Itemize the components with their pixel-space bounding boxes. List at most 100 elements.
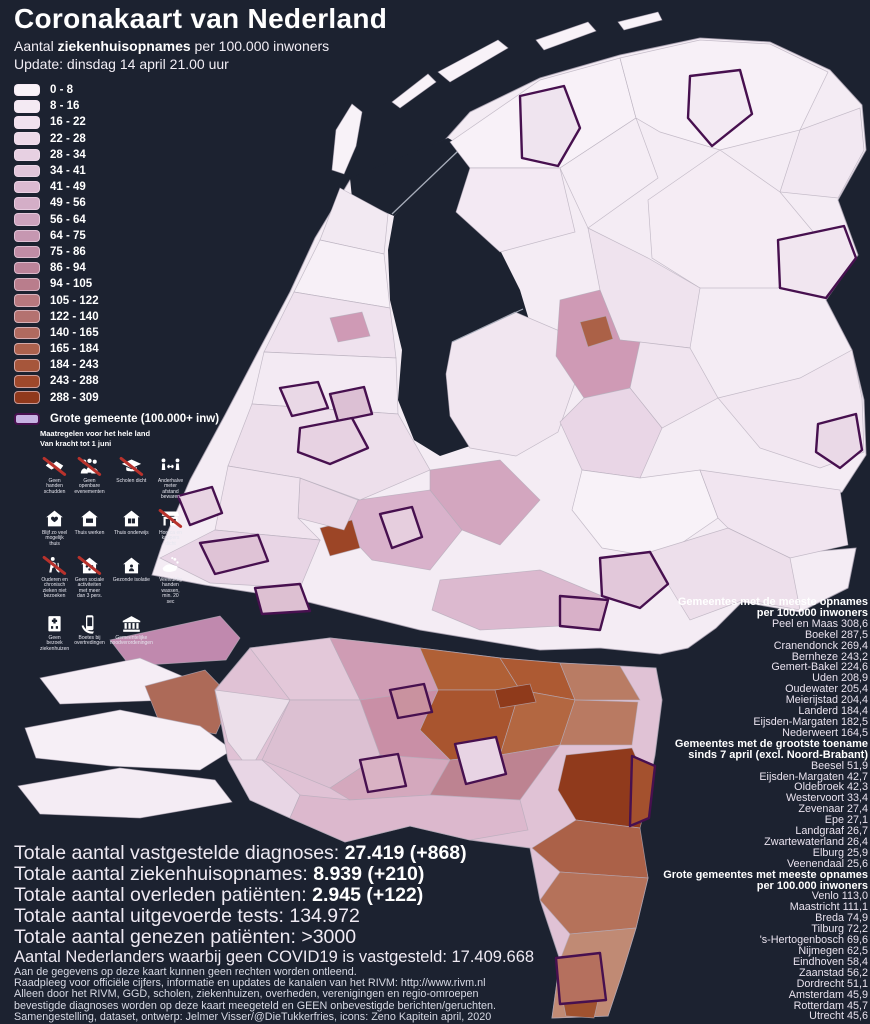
measure-label: Thuis onderwijs (113, 529, 149, 536)
ranking-entry: Beesel 51,9 (810, 759, 868, 772)
measure-item: Gezonde isolatie (110, 555, 153, 606)
ranking-entry: Bernheze 243,2 (791, 650, 868, 663)
legend-swatch (14, 132, 40, 145)
measure-item: Thuis werken (74, 508, 105, 548)
house-heart-icon (43, 508, 66, 529)
legend-row: 34 - 41 (14, 163, 219, 179)
bank-icon (120, 613, 143, 634)
legend-range-label: 41 - 49 (50, 181, 86, 194)
legend-row: 0 - 8 (14, 82, 219, 98)
ranking-entry: Landerd 184,4 (798, 705, 868, 718)
rankings: Gemeentes met de meeste opnames per 100.… (588, 597, 868, 1022)
legend-swatch (14, 197, 40, 210)
ranking-entry: Zwartewaterland 26,4 (764, 835, 868, 848)
afsluitdijk (391, 150, 459, 215)
ranking-entry: 's-Hertogenbosch 69,6 (759, 934, 868, 947)
measure-label: Horeca en kappers dicht (158, 529, 183, 548)
legend-range-label: 243 - 288 (50, 375, 99, 388)
legend-bins: 0 - 8 8 - 16 16 - 22 22 - 28 28 - 34 34 - 41 4… (14, 82, 219, 406)
stat-value: 2.945 (+122) (312, 884, 424, 906)
legend-row: 184 - 243 (14, 357, 219, 373)
ranking-group: Gemeentes met de grootste toename sinds … (588, 738, 868, 870)
stat-value: 8.939 (+210) (313, 863, 425, 885)
stat-value: 134.972 (289, 905, 360, 927)
legend-row: 22 - 28 (14, 131, 219, 147)
house-laptop-icon (78, 508, 101, 529)
ranking-title: Grote gemeentes met meeste opnames per 1… (663, 868, 868, 892)
ranking-entry: Zaanstad 56,2 (798, 966, 868, 979)
measure-label: Veelvuldig handen wassen, min. 20 sec (159, 576, 182, 606)
measure-label: Gezonde isolatie (112, 576, 150, 583)
measure-item: Blijf zo veel mogelijk thuis (40, 508, 69, 548)
legend-swatch (14, 148, 40, 162)
measure-label: Ouderen en chronisch zieken niet bezoeke… (41, 576, 68, 600)
stat-label: Aantal Nederlanders waarbij geen COVID19… (14, 948, 452, 966)
phone-icon (78, 613, 101, 634)
mainland-north (151, 37, 867, 655)
houtribdijk (451, 308, 524, 343)
measure-label: Blijf zo veel mogelijk thuis (41, 529, 68, 548)
grad-cap-icon (119, 455, 144, 477)
ranking-entry: Eijsden-Margaten 42,7 (759, 770, 868, 783)
legend-swatch (14, 310, 40, 323)
legend-swatch (14, 261, 40, 275)
measure-item: Scholen dicht (110, 455, 153, 501)
stat-line: Totale aantal genezen patiënten: >3000 (14, 927, 534, 948)
stat-label: Totale aantal vastgestelde diagnoses: (14, 842, 345, 864)
stat-value: 27.419 (+868) (344, 842, 467, 864)
measure-item: Veelvuldig handen wassen, min. 20 sec (158, 555, 183, 606)
subtitle: Aantal ziekenhuisopnames per 100.000 inw… (14, 37, 330, 54)
ranking-group: Grote gemeentes met meeste opnames per 1… (588, 868, 868, 1023)
ranking-entry: Dordrecht 51,1 (796, 977, 868, 990)
house-book-icon (120, 508, 143, 529)
legend-range-label: 56 - 64 (50, 213, 86, 226)
legend-row: 8 - 16 (14, 98, 219, 114)
stat-line: Totale aantal uitgevoerde tests: 134.972 (14, 906, 534, 927)
measure-label: Geen bezoek ziekenhuizen (40, 634, 70, 652)
stat-label: Totale aantal ziekenhuisopnames: (14, 863, 314, 885)
grote-gemeente-label: Grote gemeente (100.000+ inw) (50, 412, 220, 425)
legend-row: 16 - 22 (14, 114, 219, 130)
legend-swatch (14, 83, 40, 97)
legend-range-label: 165 - 184 (50, 343, 99, 356)
measure-label: Gemeentelijke noodverordeningen (109, 634, 153, 647)
legend-swatch (14, 359, 40, 372)
legend-swatch (14, 342, 40, 356)
measure-item: Horeca en kappers dicht (158, 508, 183, 548)
measure-item: Geen handen schudden (40, 455, 69, 501)
ranking-entry: Eijsden-Margaten 182,5 (753, 715, 868, 728)
legend-grote-gemeente: Grote gemeente (100.000+ inw) (14, 410, 219, 428)
ranking-group: Gemeentes met de meeste opnames per 100.… (588, 597, 868, 739)
ranking-entry: Rotterdam 45,7 (793, 999, 868, 1012)
legend-row: 165 - 184 (14, 341, 219, 357)
legend-range-label: 86 - 94 (50, 262, 86, 275)
header: Coronakaart van Nederland Aantal ziekenh… (14, 3, 387, 72)
legend-range-label: 105 - 122 (50, 294, 99, 307)
legend-swatch (14, 294, 40, 307)
stat-line: Totale aantal overleden patiënten: 2.945… (14, 885, 534, 906)
waddenzee (350, 138, 466, 216)
legend-swatch (14, 326, 40, 340)
house-group-icon (77, 555, 102, 576)
ranking-entry: Landgraaf 26,7 (795, 825, 868, 838)
ranking-entry: Elburg 25,9 (812, 846, 868, 859)
legend-row: 105 - 122 (14, 292, 219, 308)
ranking-entry: Westervoort 33,4 (785, 792, 868, 805)
legend-row: 56 - 64 (14, 212, 219, 228)
ranking-title: Gemeentes met de meeste opnames per 100.… (677, 596, 868, 619)
measure-item: Geen openbare evenementen (74, 455, 105, 501)
measure-label: Anderhalve meter afstand bewaren (157, 477, 184, 501)
flevoland (445, 311, 577, 457)
footnote-line: Samengestelling, dataset, ontwerp: Jelme… (14, 1010, 492, 1023)
footnotes: Aan de gegevens op deze kaart kunnen gee… (14, 966, 496, 1023)
stat-value: 17.409.668 (451, 948, 535, 966)
walker-icon (42, 555, 67, 576)
measure-label: Thuis werken (74, 529, 105, 536)
ranking-entry: Utrecht 45,6 (809, 1010, 868, 1023)
legend-range-label: 49 - 56 (50, 197, 86, 210)
legend-row: 243 - 288 (14, 373, 219, 389)
legend-row: 94 - 105 (14, 276, 219, 292)
ranking-entry: Eindhoven 58,4 (792, 955, 868, 968)
legend-range-label: 94 - 105 (50, 278, 93, 291)
